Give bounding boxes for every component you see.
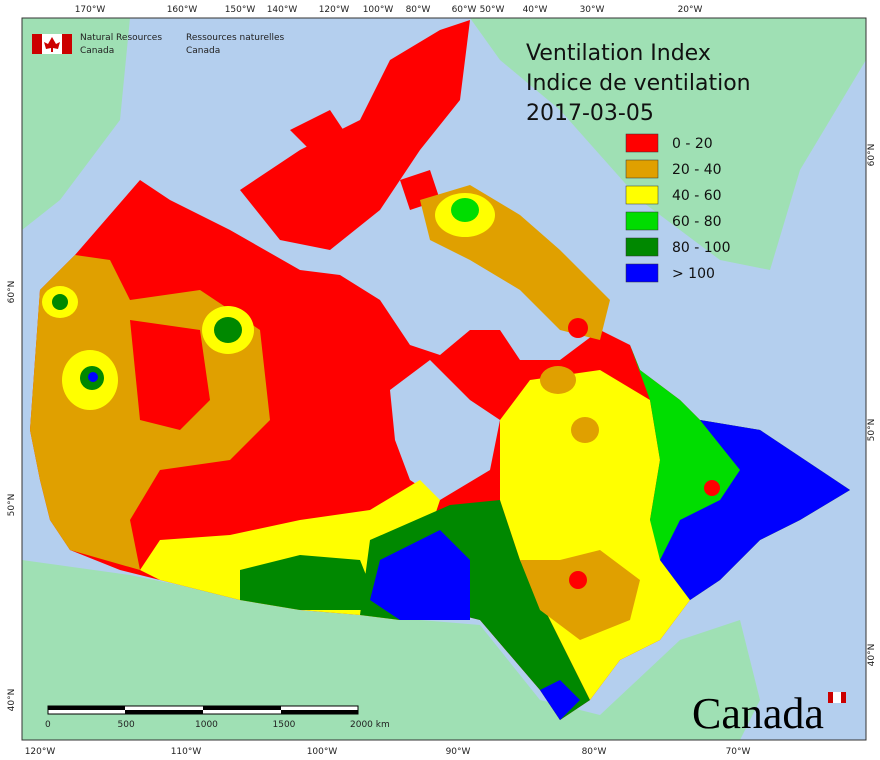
arctic-islands (240, 20, 470, 250)
zone (130, 320, 210, 430)
arctic-islets (290, 110, 440, 210)
graticule-label: 150°W (225, 5, 256, 15)
graticule-label: 60°W (452, 5, 477, 15)
zone (571, 417, 599, 443)
title: Indice de ventilation (526, 71, 751, 96)
graticule-label: 90°W (446, 747, 471, 757)
graticule-label: 110°W (171, 747, 202, 757)
scale-label: 0 (45, 720, 51, 730)
zone (88, 372, 98, 382)
legend-swatch (625, 185, 659, 205)
graticule-label: 60°N (7, 281, 17, 304)
graticule-label: 80°W (582, 747, 607, 757)
graticule-label: 70°W (726, 747, 751, 757)
legend-label: > 100 (672, 266, 715, 282)
zone (520, 550, 640, 640)
legend-label: 40 - 60 (672, 188, 722, 204)
agency-fr: Canada (186, 46, 220, 56)
graticule-label: 40°N (7, 689, 17, 712)
zone (568, 318, 588, 338)
graticule-label: 50°W (480, 5, 505, 15)
graticule-label: 40°N (867, 644, 877, 667)
legend-swatch (625, 237, 659, 257)
graticule-label: 80°W (406, 5, 431, 15)
zone (240, 555, 380, 610)
agency-en: Natural Resources (80, 33, 162, 43)
scale-seg (125, 710, 203, 714)
zone (540, 366, 576, 394)
graticule-label: 50°N (7, 494, 17, 517)
scale-label: 2000 km (350, 720, 390, 730)
hudson-bay (390, 360, 500, 500)
usa (22, 560, 760, 740)
wordmark-flag (833, 692, 841, 703)
graticule-label: 30°W (580, 5, 605, 15)
legend-label: 20 - 40 (672, 162, 722, 178)
scale-seg (48, 706, 125, 710)
graticule-label: 170°W (75, 5, 106, 15)
zone (451, 198, 479, 222)
greenland (470, 18, 866, 270)
graticule-label: 120°W (25, 747, 56, 757)
scale-label: 500 (118, 720, 135, 730)
legend-swatch (625, 211, 659, 231)
zone-quebec (500, 370, 690, 700)
graticule-label: 160°W (167, 5, 198, 15)
flag-bar (32, 34, 42, 54)
legend: 0 - 20 20 - 40 40 - 60 60 - 80 80 - 100 > 100 (625, 133, 731, 283)
scale-seg (203, 706, 281, 710)
date: 2017-03-05 (526, 101, 654, 126)
maple-leaf (44, 37, 60, 52)
zone (660, 420, 850, 600)
legend-label: 60 - 80 (672, 214, 722, 230)
scale-label: 1000 (195, 720, 218, 730)
wordmark: Canada (692, 689, 824, 738)
alaska (22, 18, 130, 230)
graticule-label: 100°W (363, 5, 394, 15)
graticule-label: 40°W (523, 5, 548, 15)
graticule-label: 140°W (267, 5, 298, 15)
zone (52, 294, 68, 310)
zone (214, 317, 242, 343)
scale-label: 1500 (273, 720, 296, 730)
agency-en: Canada (80, 46, 114, 56)
graticule-label: 60°N (867, 144, 877, 167)
graticule-label: 100°W (307, 747, 338, 757)
legend-swatch (625, 263, 659, 283)
legend-swatch (625, 133, 659, 153)
scale-labels: 0 500 1000 1500 2000 km (45, 720, 390, 730)
flag-bar (62, 34, 72, 54)
title: Ventilation Index (526, 41, 711, 66)
zone (569, 571, 587, 589)
zone (704, 480, 720, 496)
graticule-label: 20°W (678, 5, 703, 15)
scale-seg (281, 710, 358, 714)
graticule-label: 120°W (319, 5, 350, 15)
zone (540, 680, 580, 720)
map-frame (21, 17, 867, 741)
zone (370, 530, 470, 620)
legend-swatch (625, 159, 659, 179)
legend-label: 0 - 20 (672, 136, 713, 152)
graticule-label: 50°N (867, 419, 877, 442)
agency-fr: Ressources naturelles (186, 33, 285, 43)
graticule-labels: 170°W 160°W 150°W 140°W 120°W 100°W 80°W 60°W 50… (7, 5, 877, 757)
legend-label: 80 - 100 (672, 240, 731, 256)
